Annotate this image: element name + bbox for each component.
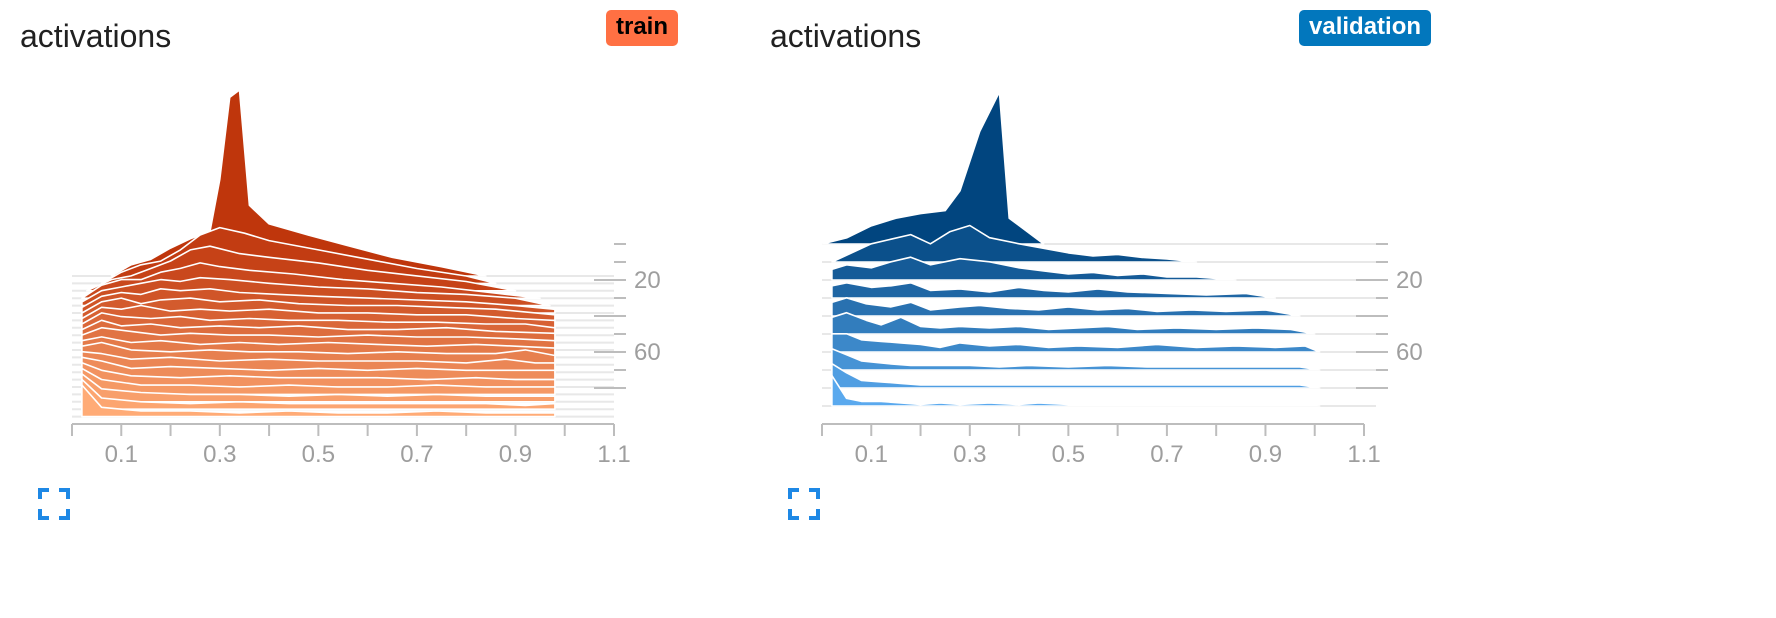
histogram-ridge [81,356,556,381]
step-tick-label: 60 [1396,339,1423,366]
histogram-ridge [81,378,556,410]
histogram-ridge [831,256,1237,281]
chart-title: activations [770,18,922,54]
x-tick-label: 0.3 [953,441,986,468]
run-badge-train: train [606,10,679,46]
x-tick-label: 0.5 [302,441,335,468]
histogram-ridge [81,362,556,388]
histogram-ridge [831,347,1321,371]
histogram-ridge [81,367,556,396]
x-tick-label: 0.3 [203,441,236,468]
histogram-ridge [81,384,556,418]
x-tick-label: 0.5 [1052,441,1085,468]
step-tick-label: 20 [634,267,661,294]
expand-icon[interactable] [38,488,70,520]
histogram-ridge [831,374,1321,407]
step-tick-label: 20 [1396,267,1423,294]
run-badge-validation: validation [1299,10,1432,46]
x-tick-label: 1.1 [1347,441,1380,468]
histogram-card-validation: activations validation 0.1 0.3 0.5 0.7 0.9 1.… [750,0,1510,618]
expand-icon[interactable] [788,488,820,520]
histogram-ridge [831,297,1301,317]
x-tick-label: 0.9 [499,441,532,468]
x-tick-label: 0.7 [1150,441,1183,468]
histogram-card-train: activations train 0.1 0.3 0.5 0.7 0.9 1.1 20 60 [0,0,760,618]
histogram-ridge [831,282,1277,299]
histogram-ridge [81,373,556,403]
histogram-ridge [831,333,1321,353]
step-tick-label: 60 [634,339,661,366]
histogram-ridge [831,362,1321,389]
histogram-ridge [110,89,487,277]
histogram-plot-validation: 0.1 0.3 0.5 0.7 0.9 1.1 20 60 [821,91,1423,468]
histogram-ridge [831,224,1198,263]
histogram-ridge [831,311,1316,335]
x-tick-label: 0.9 [1249,441,1282,468]
histogram-ridge [821,91,1045,245]
x-tick-label: 1.1 [597,441,630,468]
x-tick-label: 0.7 [400,441,433,468]
x-tick-label: 0.1 [105,441,138,468]
histogram-plot-train: 0.1 0.3 0.5 0.7 0.9 1.1 20 60 [71,89,661,468]
x-tick-label: 0.1 [855,441,888,468]
chart-title: activations [20,18,172,54]
